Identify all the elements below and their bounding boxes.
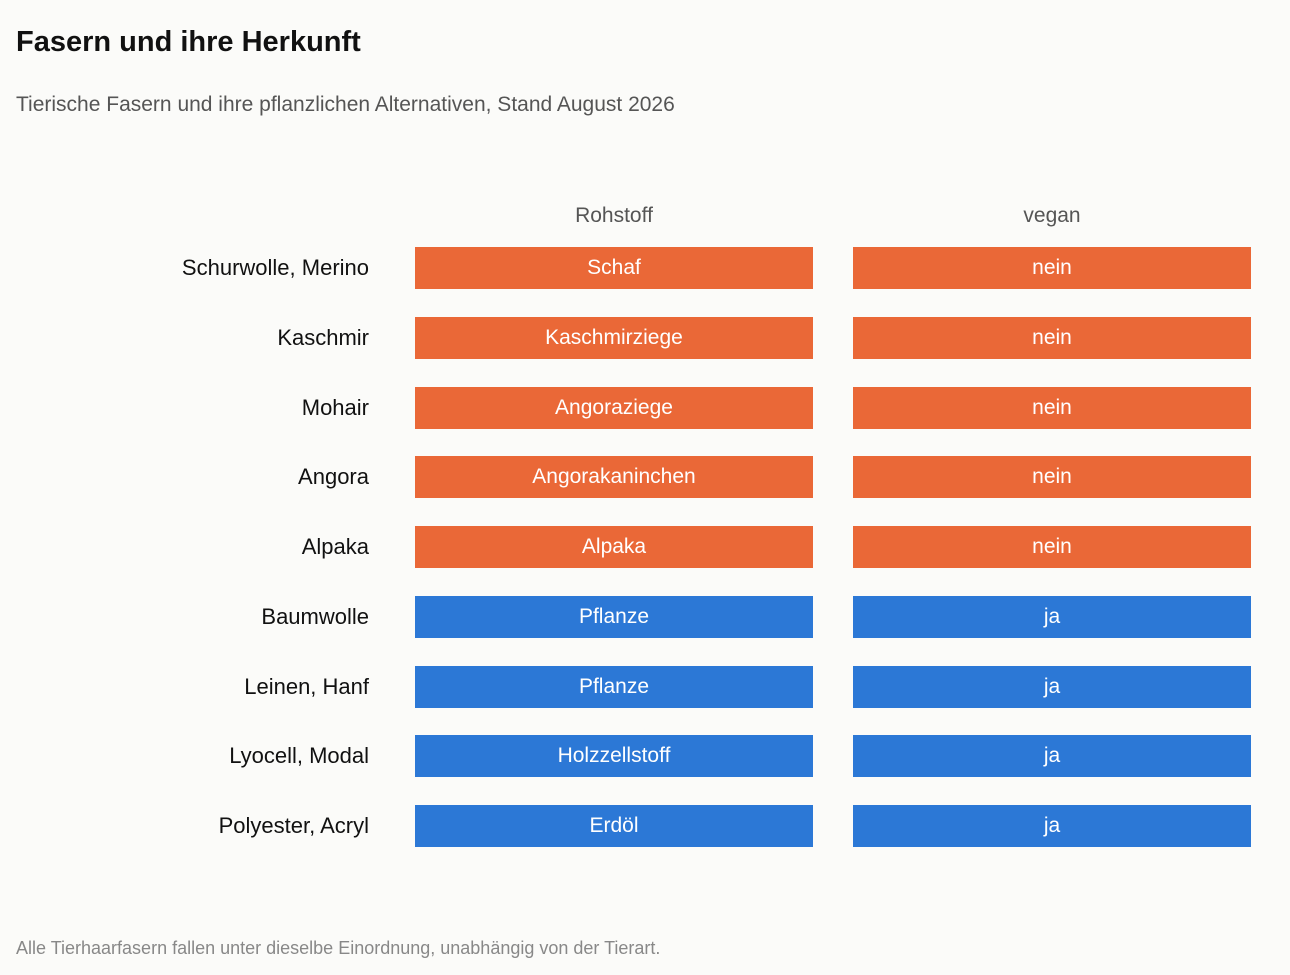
row-label: Alpaka: [301, 534, 369, 559]
cell-rohstoff: Pflanze: [415, 666, 813, 708]
row-label: Leinen, Hanf: [244, 674, 369, 699]
row-label: Kaschmir: [277, 325, 369, 350]
cell-rohstoff: Holzzellstoff: [415, 735, 813, 777]
cell-vegan: nein: [853, 247, 1251, 289]
cell-vegan: nein: [853, 387, 1251, 429]
cell-rohstoff: Pflanze: [415, 596, 813, 638]
cell-rohstoff: Alpaka: [415, 526, 813, 568]
row-label: Lyocell, Modal: [229, 743, 369, 768]
cell-vegan: nein: [853, 456, 1251, 498]
row-label: Schurwolle, Merino: [181, 255, 369, 280]
cell-vegan: ja: [853, 666, 1251, 708]
column-header-vegan: vegan: [1023, 204, 1081, 227]
cell-rohstoff: Kaschmirziege: [415, 317, 813, 359]
row-label: Mohair: [301, 395, 369, 420]
cell-rohstoff: Angorakaninchen: [415, 456, 813, 498]
cell-vegan: nein: [853, 526, 1251, 568]
cell-vegan: ja: [853, 805, 1251, 847]
cell-vegan: ja: [853, 735, 1251, 777]
cell-rohstoff: Schaf: [415, 247, 813, 289]
cell-vegan: nein: [853, 317, 1251, 359]
chart-title: Fasern und ihre Herkunft: [16, 26, 361, 58]
row-label: Polyester, Acryl: [218, 813, 369, 838]
cell-rohstoff: Angoraziege: [415, 387, 813, 429]
row-label: Baumwolle: [261, 604, 369, 629]
column-header-rohstoff: Rohstoff: [575, 204, 653, 227]
footnote: Alle Tierhaarfasern fallen unter dieselb…: [16, 938, 661, 958]
cell-rohstoff: Erdöl: [415, 805, 813, 847]
cell-vegan: ja: [853, 596, 1251, 638]
chart-subtitle: Tierische Fasern und ihre pflanzlichen A…: [16, 93, 675, 116]
row-label: Angora: [298, 464, 369, 489]
